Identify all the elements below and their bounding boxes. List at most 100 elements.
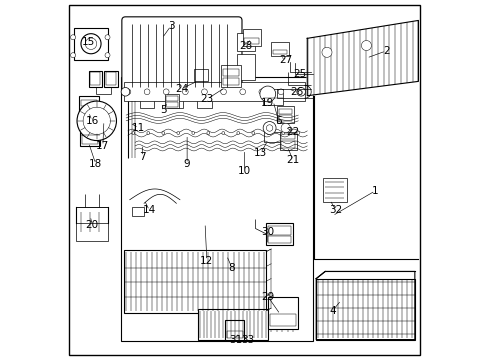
Bar <box>273 50 286 54</box>
Bar <box>168 87 183 108</box>
Bar <box>267 236 290 243</box>
Circle shape <box>163 89 169 95</box>
Bar <box>236 54 254 80</box>
Bar <box>221 65 241 87</box>
Circle shape <box>201 89 207 95</box>
Circle shape <box>70 35 76 40</box>
Circle shape <box>220 89 226 95</box>
Circle shape <box>105 53 110 58</box>
Text: 13: 13 <box>253 148 267 158</box>
FancyBboxPatch shape <box>122 17 242 94</box>
Text: 27: 27 <box>279 55 292 65</box>
Circle shape <box>321 47 331 57</box>
Text: 33: 33 <box>241 334 254 345</box>
Text: 23: 23 <box>200 94 213 104</box>
Circle shape <box>266 125 272 131</box>
Circle shape <box>251 132 254 134</box>
Bar <box>81 108 97 114</box>
Bar <box>193 69 207 81</box>
Text: 3: 3 <box>167 21 174 31</box>
Bar <box>131 207 144 216</box>
Text: 10: 10 <box>238 166 250 176</box>
Circle shape <box>125 89 131 95</box>
Bar <box>316 279 414 339</box>
Circle shape <box>278 89 283 95</box>
Bar <box>278 109 292 114</box>
Text: 25: 25 <box>293 69 306 79</box>
Bar <box>236 33 254 51</box>
Bar <box>223 69 239 76</box>
Circle shape <box>105 35 110 40</box>
Polygon shape <box>306 21 418 96</box>
Text: 18: 18 <box>89 159 102 169</box>
Bar <box>242 30 260 45</box>
Text: 11: 11 <box>132 123 145 133</box>
Bar <box>224 320 244 339</box>
Circle shape <box>236 132 239 134</box>
Text: 19: 19 <box>261 98 274 108</box>
Text: 24: 24 <box>175 84 188 94</box>
Text: 7: 7 <box>139 152 145 162</box>
Text: 16: 16 <box>85 116 99 126</box>
Circle shape <box>281 123 290 133</box>
Bar <box>104 71 117 87</box>
Bar <box>323 178 346 202</box>
Text: 4: 4 <box>328 306 335 316</box>
Text: 28: 28 <box>239 41 252 50</box>
Circle shape <box>297 89 303 95</box>
Circle shape <box>296 87 305 96</box>
Circle shape <box>77 101 116 140</box>
Bar <box>79 96 99 116</box>
Circle shape <box>144 89 150 95</box>
Circle shape <box>263 122 276 134</box>
Circle shape <box>70 53 76 58</box>
Bar <box>223 78 239 85</box>
Bar <box>264 132 284 142</box>
Text: 20: 20 <box>85 220 99 230</box>
Text: 8: 8 <box>228 263 235 273</box>
Bar <box>281 134 294 139</box>
Bar <box>121 77 312 341</box>
Bar <box>198 309 267 339</box>
Bar <box>276 107 293 123</box>
Bar <box>265 223 292 244</box>
Circle shape <box>266 132 269 134</box>
Circle shape <box>85 38 97 49</box>
Bar <box>81 100 97 107</box>
Text: 9: 9 <box>183 159 190 169</box>
Text: 15: 15 <box>81 37 95 47</box>
Bar <box>244 39 258 44</box>
Text: 1: 1 <box>371 186 378 196</box>
Text: 17: 17 <box>96 141 109 151</box>
Bar <box>279 132 296 149</box>
Bar <box>226 331 242 338</box>
Bar <box>197 87 211 108</box>
Text: 30: 30 <box>261 227 274 237</box>
Circle shape <box>162 132 164 134</box>
Bar <box>80 123 100 146</box>
Text: 29: 29 <box>261 292 274 302</box>
Text: 6: 6 <box>275 116 281 126</box>
Circle shape <box>281 132 284 134</box>
Text: 31: 31 <box>228 334 242 345</box>
Circle shape <box>191 132 194 134</box>
Bar <box>88 71 102 87</box>
Text: 22: 22 <box>285 127 299 136</box>
Bar <box>124 82 305 101</box>
Bar <box>166 96 178 101</box>
Circle shape <box>81 34 101 54</box>
Circle shape <box>260 86 275 102</box>
Bar <box>82 135 98 144</box>
Bar <box>105 72 116 85</box>
Text: 21: 21 <box>285 155 299 165</box>
Text: 2: 2 <box>382 46 388 56</box>
Text: 32: 32 <box>328 206 342 216</box>
Text: 26: 26 <box>289 87 303 97</box>
Bar <box>267 226 290 234</box>
Circle shape <box>361 41 371 50</box>
Circle shape <box>296 132 299 134</box>
Circle shape <box>222 132 224 134</box>
Circle shape <box>259 89 264 95</box>
Circle shape <box>177 132 180 134</box>
Text: 5: 5 <box>160 105 167 115</box>
